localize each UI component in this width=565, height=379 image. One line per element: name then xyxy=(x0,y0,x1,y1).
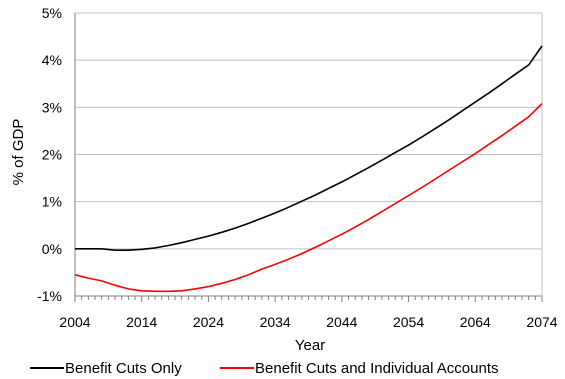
series-line-benefit-cuts-only xyxy=(75,45,543,251)
y-tick-label: 0% xyxy=(42,241,62,257)
y-tick-labels: -1% 0% 1% 2% 3% 4% 5% xyxy=(37,5,62,304)
x-tick-label: 2064 xyxy=(460,314,491,330)
x-tick-label: 2024 xyxy=(193,314,224,330)
series-lines xyxy=(74,45,543,293)
x-tick-label: 2034 xyxy=(260,314,291,330)
x-tick-label: 2074 xyxy=(526,314,557,330)
x-axis-title: Year xyxy=(295,337,325,354)
y-tick-label: 1% xyxy=(42,194,62,210)
x-tick-label: 2004 xyxy=(59,314,90,330)
x-minor-ticks xyxy=(74,296,543,302)
y-tick-label: 3% xyxy=(42,99,62,115)
x-tick-label: 2044 xyxy=(326,314,357,330)
y-tick-label: -1% xyxy=(37,288,62,304)
y-tick-label: 2% xyxy=(42,147,62,163)
series-line-benefit-cuts-and-individual-accounts xyxy=(74,103,543,293)
x-tick-labels: 2004 2014 2024 2034 2044 2054 2064 2074 xyxy=(59,314,557,330)
gridlines xyxy=(75,12,542,297)
legend: Benefit Cuts Only Benefit Cuts and Indiv… xyxy=(30,360,499,377)
legend-label-benefit-cuts-and-individual-accounts: Benefit Cuts and Individual Accounts xyxy=(255,360,499,377)
legend-label-benefit-cuts-only: Benefit Cuts Only xyxy=(65,360,182,377)
x-tick-label: 2014 xyxy=(126,314,157,330)
y-tick-label: 5% xyxy=(42,5,62,21)
y-axis-title: % of GDP xyxy=(10,119,27,186)
x-tick-label: 2054 xyxy=(393,314,424,330)
y-tick-label: 4% xyxy=(42,52,62,68)
